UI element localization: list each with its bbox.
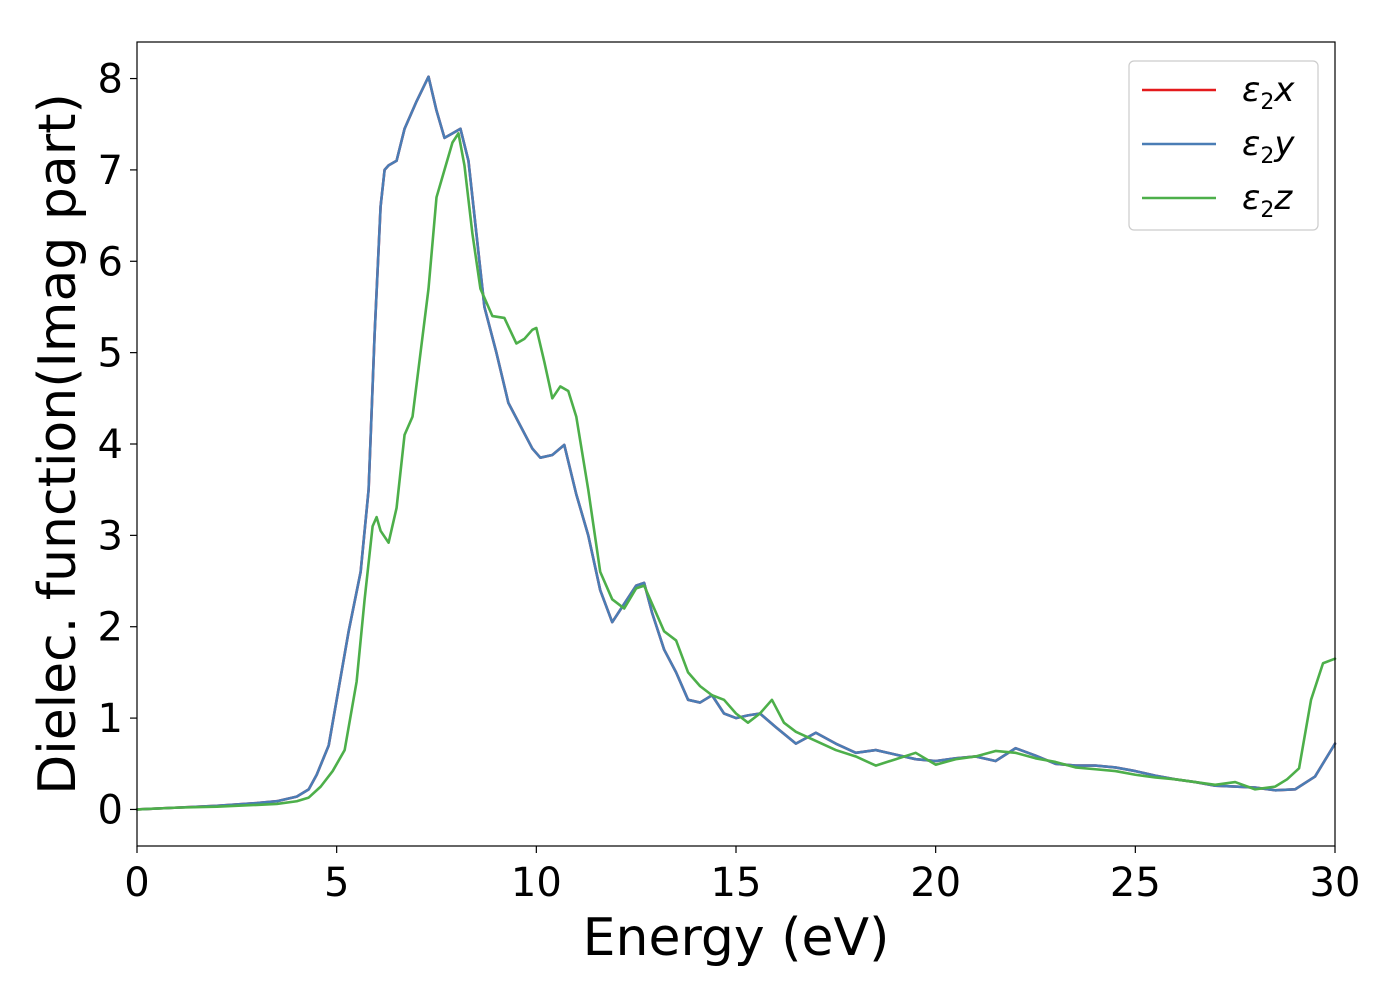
series-line-ε2z (135, 132, 1337, 811)
y-tick-label: 4 (98, 422, 123, 468)
y-tick-label: 2 (98, 605, 123, 651)
x-tick-label: 0 (124, 860, 149, 906)
legend-symbol: ε (1242, 178, 1260, 218)
x-tick-label: 5 (324, 860, 349, 906)
legend-suffix: y (1273, 124, 1295, 164)
y-tick-label: 1 (98, 696, 123, 742)
x-tick-label: 25 (1110, 860, 1161, 906)
legend-suffix: z (1273, 178, 1293, 218)
legend-subscript: 2 (1260, 144, 1274, 169)
y-axis-label: Dielec. function(Imag part) (28, 93, 88, 795)
y-tick-label: 8 (98, 57, 123, 103)
legend-label: ε2x (1242, 70, 1295, 115)
legend-label: ε2y (1242, 124, 1295, 169)
x-axis-label: Energy (eV) (583, 908, 890, 968)
x-tick-label: 10 (511, 860, 562, 906)
legend-suffix: x (1273, 70, 1295, 110)
legend-label: ε2z (1242, 178, 1293, 223)
y-tick-label: 5 (98, 331, 123, 377)
y-axis-ticks: 0 1 2 3 4 5 6 7 8 (98, 57, 137, 833)
x-tick-label: 15 (711, 860, 762, 906)
x-axis-ticks: 0 5 10 15 20 25 30 (124, 846, 1360, 906)
legend-symbol: ε (1242, 124, 1260, 164)
x-tick-label: 20 (910, 860, 961, 906)
legend-box (1128, 60, 1319, 231)
y-tick-label: 0 (98, 787, 123, 833)
y-tick-label: 7 (98, 148, 123, 194)
y-tick-label: 3 (98, 513, 123, 559)
series-group (135, 75, 1337, 811)
y-tick-label: 6 (98, 239, 123, 285)
legend-subscript: 2 (1260, 198, 1274, 223)
legend-symbol: ε (1242, 70, 1260, 110)
x-tick-label: 30 (1310, 860, 1361, 906)
legend-subscript: 2 (1260, 90, 1274, 115)
